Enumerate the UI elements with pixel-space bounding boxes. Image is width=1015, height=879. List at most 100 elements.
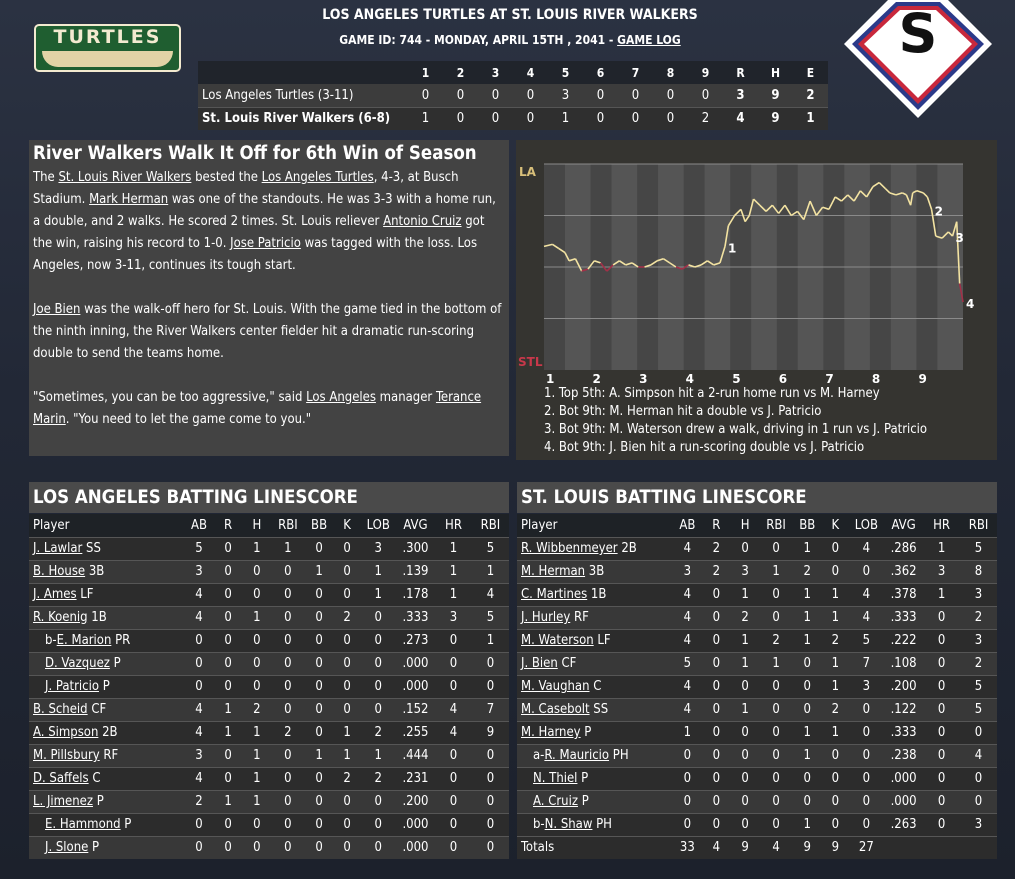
stat-cell: 2 <box>821 628 849 652</box>
column-header-r[interactable]: R <box>213 514 243 537</box>
column-header-rbi[interactable]: RBI <box>271 514 305 537</box>
team-link[interactable]: Los Angeles <box>306 390 376 405</box>
column-header-player[interactable]: Player <box>517 514 673 537</box>
player-link[interactable]: D. Saffels <box>33 771 89 786</box>
linescore-header-errors: E <box>793 61 828 84</box>
player-link[interactable]: J. Patricio <box>45 679 99 694</box>
linescore-team-name: St. Louis River Walkers (6-8) <box>198 106 408 130</box>
player-position: C <box>88 771 101 786</box>
column-header-hr[interactable]: HR <box>923 514 960 537</box>
player-link[interactable]: M. Casebolt <box>521 702 590 717</box>
player-link[interactable]: A. Simpson <box>33 725 99 740</box>
player-link[interactable]: L. Jimenez <box>33 794 93 809</box>
stat-cell: 0 <box>271 789 305 813</box>
player-link[interactable]: M. Vaughan <box>521 679 590 694</box>
stat-cell: .333 <box>883 720 924 744</box>
player-link[interactable]: J. Bien <box>521 656 558 671</box>
game-info: GAME ID: 744 - MONDAY, APRIL 15TH , 2041… <box>200 33 820 47</box>
player-position: P <box>580 725 592 740</box>
player-link[interactable]: N. Thiel <box>533 771 578 786</box>
stat-cell: 0 <box>923 812 960 836</box>
player-link[interactable]: N. Shaw <box>544 817 593 832</box>
player-link[interactable]: M. Waterson <box>521 633 594 648</box>
stat-cell: 0 <box>360 697 396 721</box>
player-link[interactable]: M. Pillsbury <box>33 748 100 763</box>
column-header-h[interactable]: H <box>730 514 760 537</box>
column-header-ab[interactable]: AB <box>672 514 702 537</box>
team-link[interactable]: St. Louis River Walkers <box>58 170 192 185</box>
column-header-lob[interactable]: LOB <box>848 514 884 537</box>
win-probability-segment <box>581 268 589 272</box>
player-link[interactable]: D. Vazquez <box>45 656 110 671</box>
win-probability-segment <box>771 204 780 214</box>
column-header-k[interactable]: K <box>333 514 361 537</box>
batter-cell: R. Wibbenmeyer 2B <box>517 536 673 560</box>
column-header-ab[interactable]: AB <box>184 514 214 537</box>
stat-cell: .108 <box>883 651 924 675</box>
stat-cell: .333 <box>395 605 436 629</box>
stat-cell: 0 <box>848 720 884 744</box>
player-link[interactable]: M. Herman <box>521 564 586 579</box>
player-link[interactable]: J. Lawlar <box>33 541 83 556</box>
batter-row: A. Simpson 2B 4 1 1 2 0 1 2.255 4 9 <box>29 720 509 744</box>
la-batting-table: Player AB R H RBI BB K LOB AVG HR RBI J. Lawlar SS 5… <box>29 514 509 859</box>
stat-cell: 0 <box>304 812 334 836</box>
column-header-lob[interactable]: LOB <box>360 514 396 537</box>
stat-cell: 4 <box>184 766 214 790</box>
player-link[interactable]: J. Slone <box>45 840 89 856</box>
column-header-r[interactable]: R <box>701 514 731 537</box>
player-link[interactable]: J. Hurley <box>521 610 571 625</box>
column-header-avg[interactable]: AVG <box>395 514 436 537</box>
player-link[interactable]: C. Martines <box>521 587 588 602</box>
player-link[interactable]: E. Hammond <box>45 817 121 832</box>
team-link[interactable]: Los Angeles Turtles <box>261 170 374 185</box>
player-link[interactable]: M. Harney <box>521 725 581 740</box>
player-link[interactable]: Mark Herman <box>89 192 169 207</box>
manager-link[interactable]: Terance Marin <box>33 390 482 427</box>
player-link[interactable]: Joe Bien <box>33 302 81 317</box>
column-header-k[interactable]: K <box>821 514 849 537</box>
player-link[interactable]: R. Wibbenmeyer <box>521 541 618 556</box>
stat-cell: 0 <box>333 651 361 675</box>
column-header-hr[interactable]: HR <box>435 514 472 537</box>
column-header-rbi[interactable]: RBI <box>959 514 997 537</box>
stat-cell: 1 <box>730 628 760 652</box>
linescore-inning-score: 0 <box>513 84 548 107</box>
stat-cell: 5 <box>184 536 214 560</box>
stat-cell: 1 <box>360 743 396 767</box>
stat-cell: 0 <box>333 835 361 859</box>
stat-cell: 1 <box>435 559 472 583</box>
player-link[interactable]: B. House <box>33 564 86 579</box>
stat-cell: .300 <box>395 536 436 560</box>
story-text: was the walk-off hero for St. Louis. Wit… <box>33 302 502 361</box>
player-link[interactable]: Antonio Cruiz <box>383 214 462 229</box>
player-link[interactable]: R. Mauricio <box>544 748 610 763</box>
stat-cell: 0 <box>923 697 960 721</box>
win-probability-segment <box>909 192 914 206</box>
column-header-rbi[interactable]: RBI <box>759 514 793 537</box>
player-link[interactable]: J. Ames <box>33 587 77 602</box>
player-position: LF <box>593 633 611 648</box>
stat-cell: 0 <box>213 536 243 560</box>
stat-cell: 0 <box>242 812 272 836</box>
player-link[interactable]: B. Scheid <box>33 702 88 717</box>
player-link[interactable]: R. Koenig <box>33 610 88 625</box>
column-header-h[interactable]: H <box>242 514 272 537</box>
stat-cell: 5 <box>471 605 509 629</box>
player-link[interactable]: E. Marion <box>56 633 112 648</box>
player-link[interactable]: A. Cruiz <box>533 794 578 809</box>
player-position: SS <box>82 541 101 556</box>
column-header-rbi[interactable]: RBI <box>471 514 509 537</box>
win-probability-segment <box>941 231 949 239</box>
stat-cell: 4 <box>184 605 214 629</box>
column-header-bb[interactable]: BB <box>792 514 822 537</box>
column-header-avg[interactable]: AVG <box>883 514 924 537</box>
player-position: SS <box>589 702 609 717</box>
player-link[interactable]: Jose Patricio <box>230 236 301 251</box>
player-position: P <box>88 840 100 856</box>
stat-cell: 0 <box>333 582 361 606</box>
batter-row: D. Saffels C 4 0 1 0 0 2 2.231 0 0 <box>29 766 509 790</box>
column-header-player[interactable]: Player <box>29 514 185 537</box>
game-log-link[interactable]: GAME LOG <box>617 33 681 47</box>
column-header-bb[interactable]: BB <box>304 514 334 537</box>
